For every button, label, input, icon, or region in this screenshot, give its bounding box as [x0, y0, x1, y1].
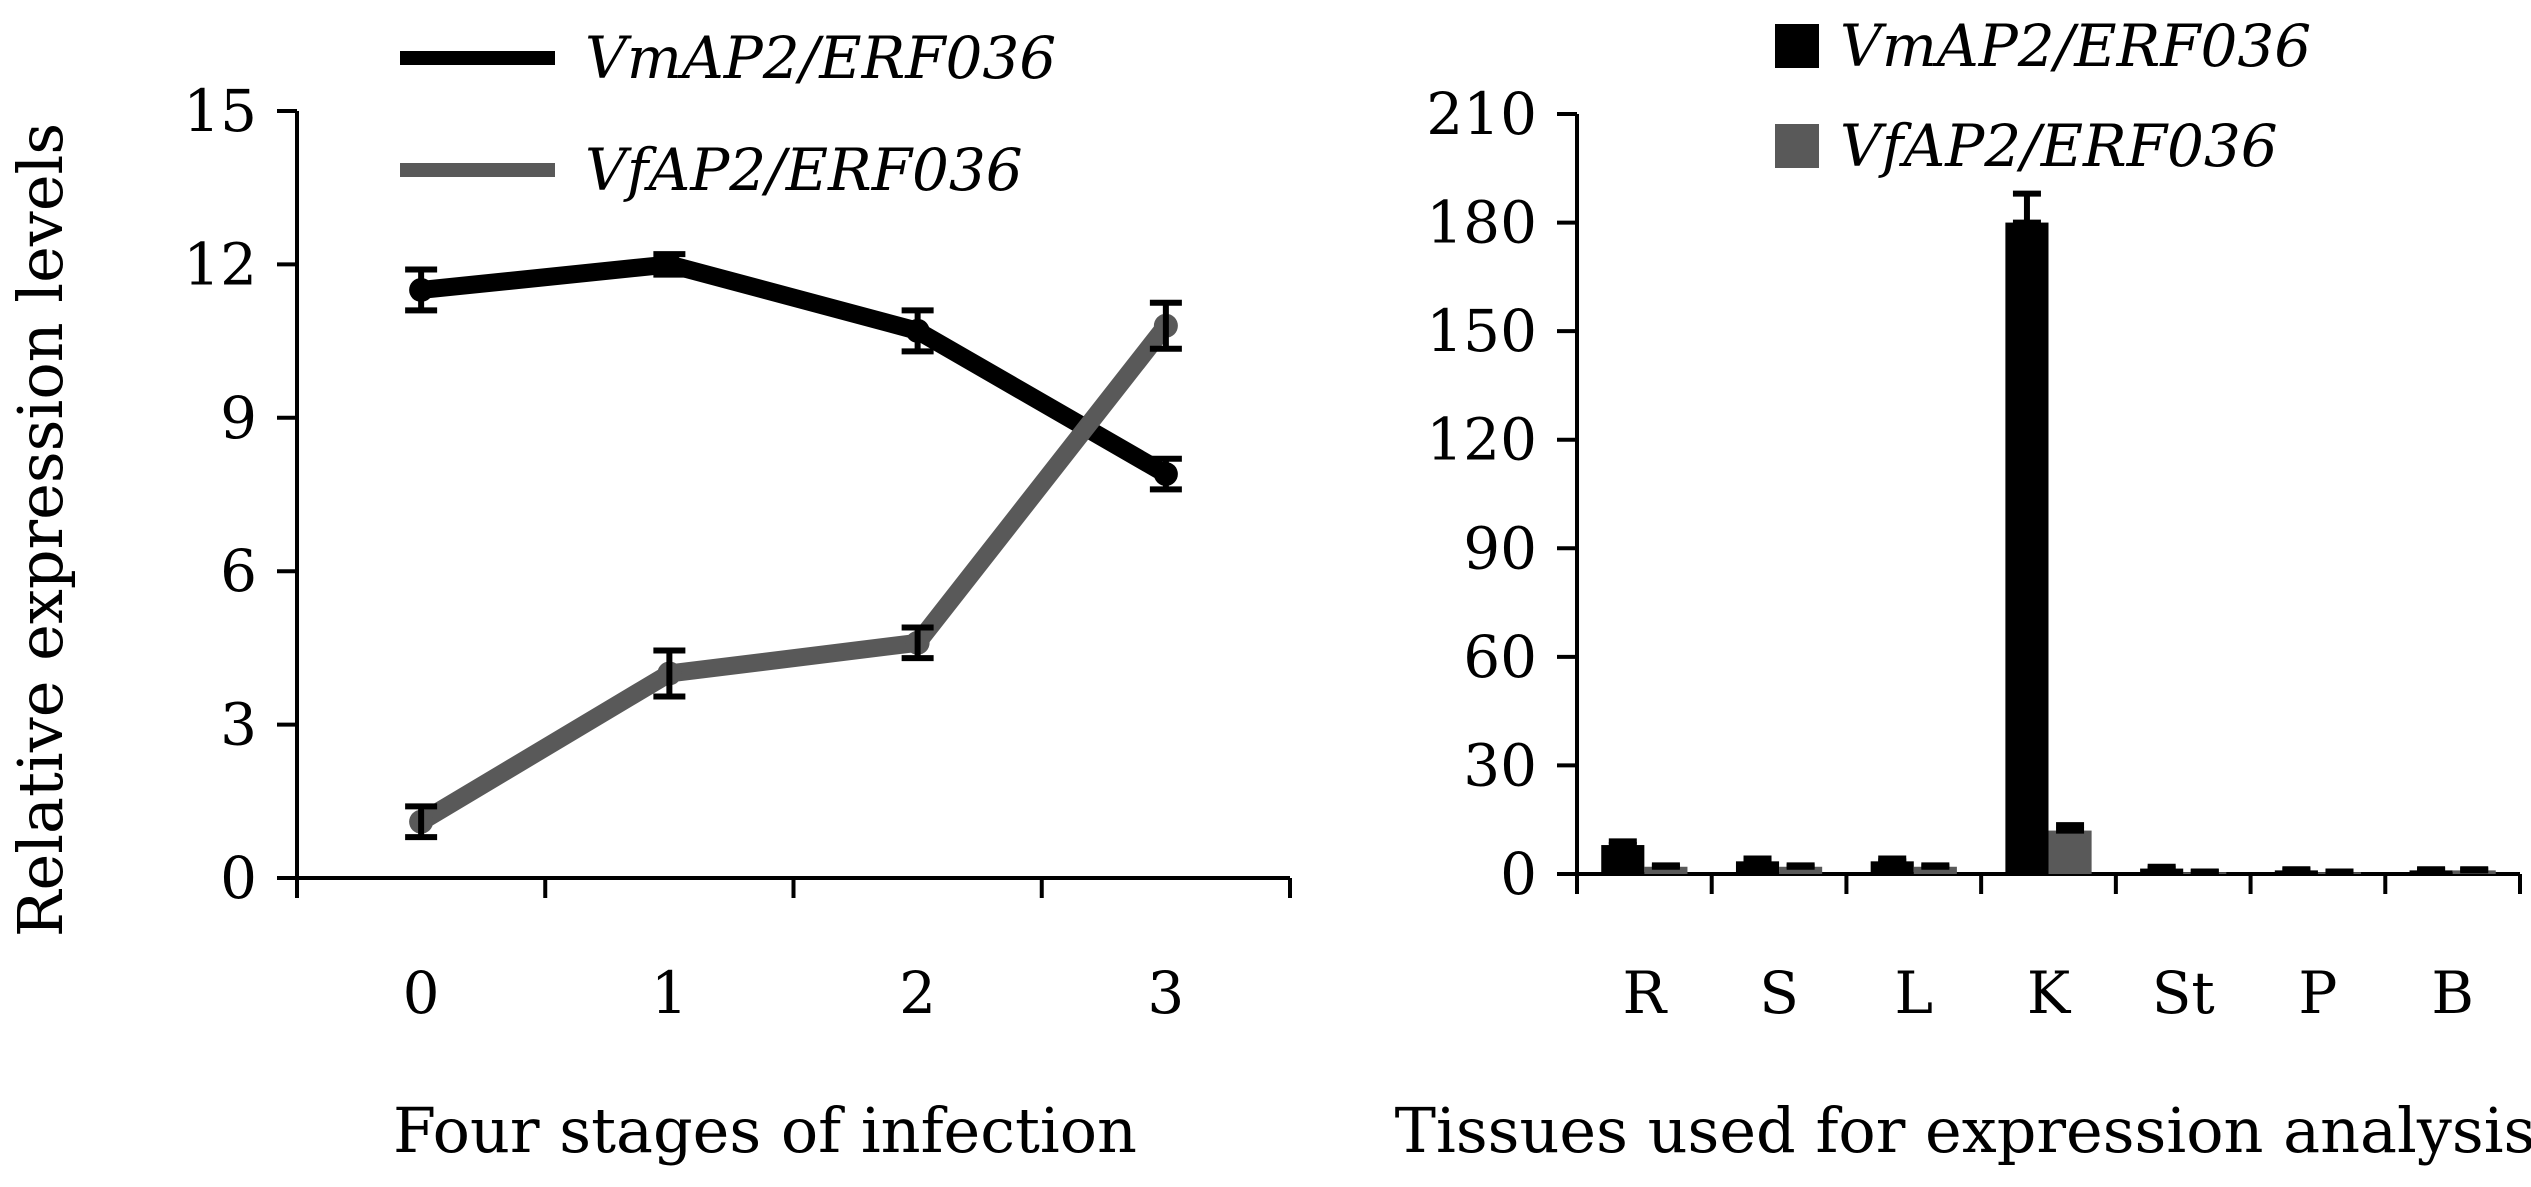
- left-x-tick-label: 1: [651, 959, 688, 1027]
- right-x-tick-label: K: [2027, 959, 2072, 1027]
- right-bar-0: [1601, 845, 1645, 874]
- right-axes: 0 30 60 90 120 150 180 210 R S L K St P B: [1426, 80, 2522, 1027]
- right-bar-1: [1644, 866, 1688, 874]
- right-x-tick-label: B: [2431, 959, 2474, 1027]
- right-legend-label-0: VmAP2/ERF036: [1840, 12, 2311, 80]
- left-x-tick-label: 0: [403, 959, 440, 1027]
- right-x-tick-label: P: [2298, 959, 2337, 1027]
- right-x-axis-title: Tissues used for expression analysis: [1395, 1094, 2531, 1167]
- bar-chart-tissues: Tissues used for expression analysis VmA…: [1395, 12, 2531, 1167]
- left-legend-label-1: VfAP2/ERF036: [585, 136, 1023, 204]
- right-y-tick-label: 150: [1426, 297, 1537, 365]
- left-legend: VmAP2/ERF036 VfAP2/ERF036: [400, 24, 1056, 204]
- left-y-tick-label: 0: [220, 844, 257, 912]
- left-y-tick-label: 3: [220, 691, 257, 759]
- right-x-tick-label: L: [1895, 959, 1934, 1027]
- right-bar-0: [1870, 861, 1914, 874]
- left-x-tick-label: 2: [899, 959, 936, 1027]
- right-y-tick-label: 0: [1500, 840, 1537, 908]
- right-bar-1: [1779, 866, 1823, 874]
- right-legend-label-1: VfAP2/ERF036: [1840, 112, 2278, 180]
- left-y-tick-label: 6: [220, 537, 257, 605]
- right-bar-0: [1735, 861, 1780, 874]
- left-y-tick-label: 15: [183, 77, 257, 145]
- left-legend-label-0: VmAP2/ERF036: [585, 24, 1056, 92]
- right-bar-1: [1913, 866, 1957, 874]
- right-legend-swatch-1: [1775, 124, 1819, 168]
- right-bars: [1601, 190, 2496, 876]
- left-series-lines: [405, 251, 1182, 841]
- right-y-tick-label: 60: [1463, 623, 1537, 691]
- right-legend-swatch-0: [1775, 24, 1819, 68]
- right-y-tick-label: 210: [1426, 80, 1537, 148]
- left-x-axis-title: Four stages of infection: [393, 1094, 1137, 1167]
- right-x-tick-label: St: [2152, 959, 2215, 1027]
- right-y-tick-label: 30: [1463, 731, 1537, 799]
- right-bar-0: [2005, 222, 2049, 875]
- right-y-tick-label: 180: [1426, 189, 1537, 257]
- left-x-tick-label: 3: [1147, 959, 1184, 1027]
- left-y-axis-title: Relative expression levels: [4, 123, 77, 937]
- right-legend: VmAP2/ERF036 VfAP2/ERF036: [1775, 12, 2311, 180]
- right-x-tick-label: R: [1623, 959, 1669, 1027]
- right-y-tick-label: 120: [1426, 406, 1537, 474]
- left-y-tick-label: 12: [183, 230, 257, 298]
- right-x-tick-label: S: [1759, 959, 1799, 1027]
- right-bar-1: [2048, 830, 2092, 874]
- left-y-tick-label: 9: [220, 384, 257, 452]
- line-chart-infection-stages: Relative expression levels Four stages o…: [4, 24, 1292, 1167]
- left-series-line-0: [412, 255, 1175, 484]
- right-y-tick-label: 90: [1463, 514, 1537, 582]
- left-series-line-1: [412, 316, 1175, 831]
